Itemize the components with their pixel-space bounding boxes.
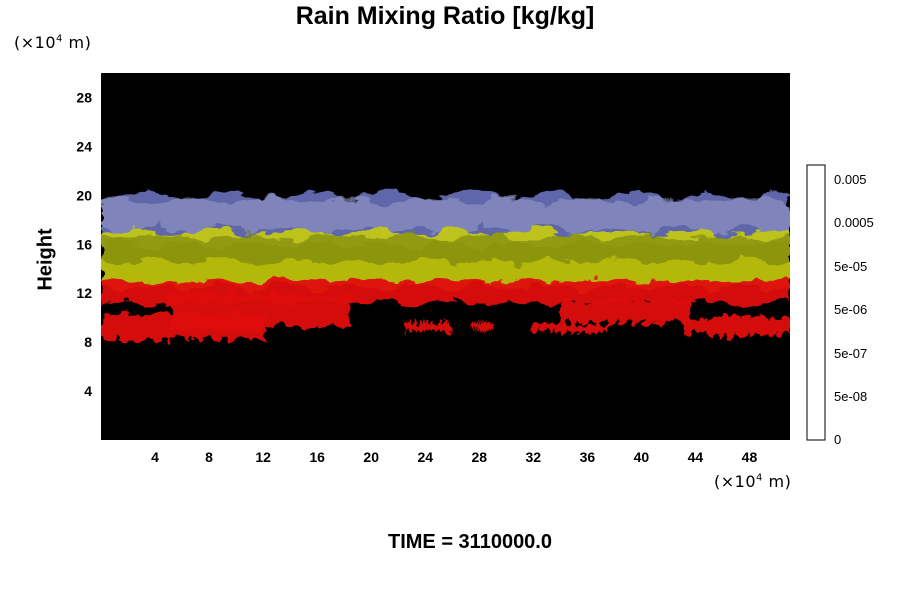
x-tick-label: 4 xyxy=(151,449,159,465)
colorbar: 0.005 0.0005 5e-05 5e-06 5e-07 5e-08 0 xyxy=(806,164,874,447)
x-tick-label: 36 xyxy=(580,449,596,465)
rain-patch xyxy=(560,297,690,326)
y-tick-label: 20 xyxy=(76,187,92,203)
x-tick-label: 48 xyxy=(742,449,758,465)
y-tick-label: 16 xyxy=(76,236,92,252)
x-tick-label: 32 xyxy=(526,449,542,465)
y-tick-label: 12 xyxy=(76,285,92,301)
y-tick-label: 8 xyxy=(84,334,92,350)
colorbar-frame xyxy=(806,164,826,441)
time-stamp: TIME = 3110000.0 xyxy=(387,531,552,553)
x-tick-label: 16 xyxy=(309,449,325,465)
colorbar-label: 0.005 xyxy=(834,172,867,187)
x-tick-labels: 4 8 12 16 20 24 28 32 36 40 44 48 xyxy=(151,449,757,465)
chart-title: Rain Mixing Ratio [kg/kg] xyxy=(295,2,595,30)
x-tick-label: 12 xyxy=(255,449,271,465)
colorbar-label: 0 xyxy=(834,432,841,447)
y-tick-label: 4 xyxy=(84,383,92,399)
rain-patch xyxy=(170,290,350,331)
colorbar-label: 5e-06 xyxy=(834,302,867,317)
rain-patch xyxy=(530,322,610,336)
layer-upper-highlight xyxy=(101,195,790,236)
field-layers xyxy=(101,189,790,343)
x-tick-label: 24 xyxy=(417,449,433,465)
x-tick-label: 8 xyxy=(205,449,213,465)
layer-middle-shade xyxy=(101,232,790,266)
y-tick-labels: 4 8 12 16 20 24 28 xyxy=(76,89,92,399)
x-tick-label: 20 xyxy=(363,449,379,465)
x-axis-unit: (×104 m) xyxy=(714,472,792,491)
colorbar-label: 0.0005 xyxy=(834,215,874,230)
y-tick-label: 28 xyxy=(76,89,92,105)
rain-patch xyxy=(470,319,495,333)
colorbar-label: 5e-05 xyxy=(834,259,867,274)
colorbar-label: 5e-08 xyxy=(834,389,867,404)
colorbar-label: 5e-07 xyxy=(834,346,867,361)
x-tick-label: 28 xyxy=(471,449,487,465)
x-tick-label: 40 xyxy=(634,449,650,465)
rain-patch xyxy=(405,318,450,335)
y-axis-unit: (×104 m) xyxy=(14,33,92,52)
rain-patch xyxy=(685,314,790,338)
y-tick-label: 24 xyxy=(76,138,92,154)
x-tick-label: 44 xyxy=(688,449,704,465)
